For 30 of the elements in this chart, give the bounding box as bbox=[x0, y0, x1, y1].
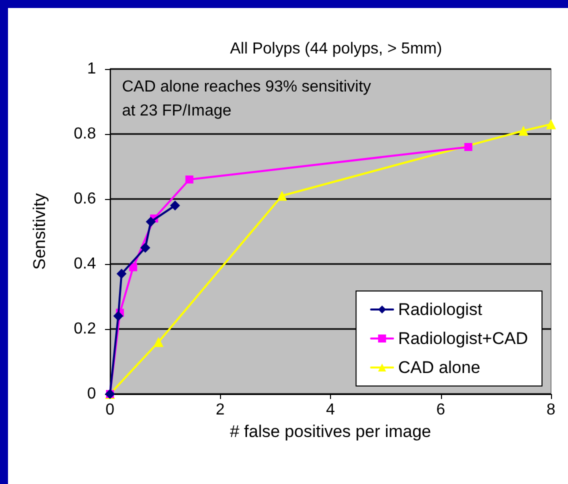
chart-title: All Polyps (44 polyps, > 5mm) bbox=[230, 40, 442, 58]
y-axis-title: Sensitivity bbox=[30, 192, 49, 270]
point bbox=[140, 242, 150, 253]
point bbox=[113, 311, 124, 321]
point bbox=[518, 126, 528, 136]
point bbox=[116, 268, 127, 279]
y-tick-label: 1 bbox=[87, 60, 96, 78]
point bbox=[276, 190, 287, 201]
x-tick-label: 2 bbox=[216, 402, 225, 418]
point bbox=[185, 176, 194, 184]
y-tick-label: 0.6 bbox=[74, 190, 96, 208]
point bbox=[170, 200, 180, 210]
y-tick-label: 0.2 bbox=[74, 320, 96, 338]
annotation: CAD alone reaches 93% sensitivity at 23 FP/Image bbox=[122, 78, 372, 120]
x-tick-label: 6 bbox=[436, 402, 446, 418]
x-tick-label: 8 bbox=[546, 402, 556, 418]
point bbox=[464, 143, 472, 151]
y-tick-label: 0 bbox=[87, 386, 96, 402]
legend-label: Radiologist bbox=[398, 300, 482, 319]
point bbox=[146, 216, 156, 227]
y-tick-label: 0.8 bbox=[74, 126, 96, 142]
point bbox=[129, 263, 138, 272]
legend-label: Radiologist+CAD bbox=[398, 329, 528, 348]
legend-label: CAD alone bbox=[398, 358, 480, 377]
x-axis-title: # false positives per image bbox=[230, 422, 432, 441]
y-tick-label: 0.4 bbox=[74, 256, 96, 272]
x-tick-label: 0 bbox=[106, 402, 115, 418]
point bbox=[546, 119, 556, 130]
x-tick-label: 4 bbox=[326, 402, 336, 418]
point bbox=[154, 337, 164, 347]
